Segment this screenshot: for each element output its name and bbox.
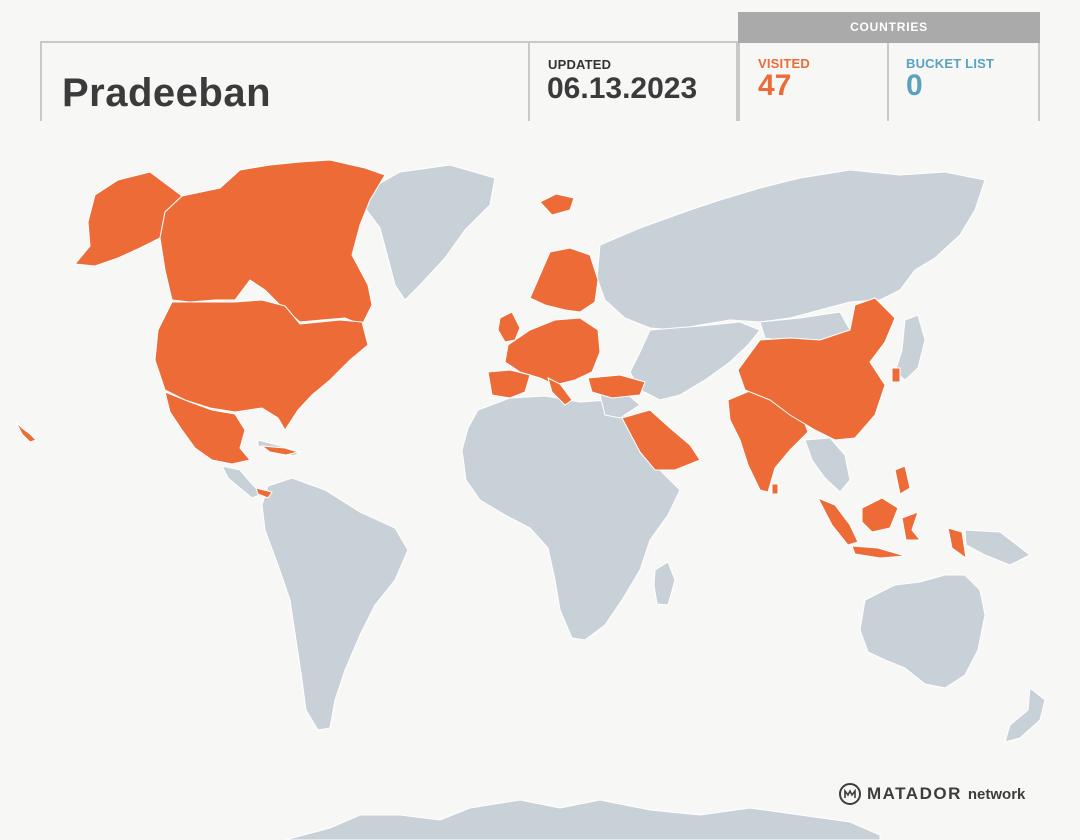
- region-south-america: [261, 477, 409, 731]
- countries-header: COUNTRIES: [738, 12, 1040, 43]
- region-new-guinea: [964, 529, 1031, 566]
- region-panama: [255, 487, 273, 499]
- region-sri-lanka: [771, 483, 779, 495]
- region-borneo: [861, 497, 899, 533]
- visited-land: [15, 159, 967, 560]
- region-central-asia: [629, 321, 761, 401]
- region-iberia: [487, 369, 531, 399]
- header: Pradeeban UPDATED 06.13.2023 COUNTRIES V…: [0, 0, 1080, 125]
- region-saudi-arabia: [621, 409, 701, 471]
- region-taiwan: [891, 367, 901, 383]
- unvisited-land: [221, 164, 1046, 840]
- bucket-list-label: BUCKET LIST: [906, 56, 995, 71]
- region-uk: [497, 311, 521, 343]
- region-scandinavia: [529, 247, 599, 313]
- matador-logo[interactable]: MATADOR network: [839, 782, 1025, 806]
- updated-label: UPDATED: [548, 57, 612, 72]
- region-iceland: [539, 193, 575, 216]
- region-philippines: [894, 465, 911, 495]
- visited-count: 47: [758, 69, 792, 102]
- region-madagascar: [653, 561, 676, 606]
- region-turkey: [587, 374, 646, 399]
- region-sulawesi: [901, 511, 922, 541]
- region-mexico: [164, 391, 251, 465]
- region-japan: [894, 314, 926, 381]
- region-central-america: [221, 465, 263, 499]
- profile-name: Pradeeban: [62, 71, 272, 115]
- region-java: [851, 545, 906, 559]
- region-cuba: [260, 445, 300, 456]
- region-greenland: [364, 164, 496, 301]
- region-hawaii: [15, 421, 37, 443]
- region-canada: [159, 159, 386, 326]
- visited-panel: VISITED 47: [738, 43, 889, 121]
- region-russia: [596, 169, 986, 331]
- visited-label: VISITED: [758, 56, 810, 71]
- updated-panel: UPDATED 06.13.2023: [530, 41, 738, 121]
- bucket-list-count: 0: [906, 69, 923, 102]
- profile-panel: Pradeeban: [40, 41, 530, 121]
- matador-brand: MATADOR: [867, 784, 962, 803]
- region-papua-west: [947, 527, 967, 560]
- matador-network: network: [967, 785, 1026, 803]
- region-australia: [859, 574, 986, 689]
- updated-date: 06.13.2023: [547, 72, 698, 105]
- bucket-list-panel: BUCKET LIST 0: [889, 43, 1040, 121]
- region-antarctica: [284, 799, 881, 840]
- region-italy: [547, 377, 573, 406]
- matador-logo-icon: [839, 783, 861, 805]
- region-se-asia: [804, 437, 851, 493]
- region-new-zealand: [1004, 687, 1046, 743]
- region-sumatra: [816, 497, 859, 546]
- world-map: [15, 159, 1046, 840]
- region-alaska: [74, 171, 183, 267]
- region-china: [737, 297, 896, 441]
